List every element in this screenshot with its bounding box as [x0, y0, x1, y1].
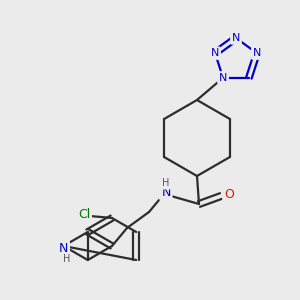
Text: H: H: [162, 178, 170, 188]
Text: N: N: [232, 33, 240, 43]
Text: N: N: [219, 73, 227, 83]
Text: N: N: [59, 242, 68, 256]
Text: N: N: [253, 48, 261, 58]
Text: Cl: Cl: [78, 208, 90, 221]
Text: N: N: [211, 48, 219, 58]
Text: O: O: [224, 188, 234, 200]
Text: N: N: [161, 187, 171, 200]
Text: H: H: [63, 254, 70, 264]
